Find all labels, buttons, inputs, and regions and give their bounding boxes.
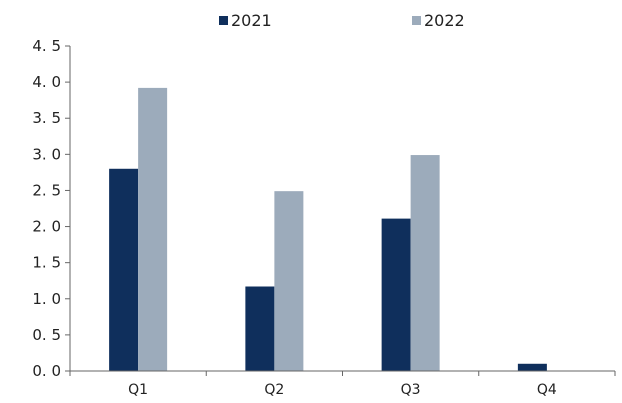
bar-2022-Q1 (138, 87, 168, 371)
x-axis: Q1 Q2 Q3 Q4 (69, 370, 616, 398)
bar-2022-Q3 (410, 155, 440, 371)
x-tick-label: Q4 (537, 382, 557, 398)
y-tick-label: 3. 5 (32, 109, 61, 127)
y-tick-label: 1. 0 (32, 290, 61, 308)
bar-2022-Q2 (274, 191, 304, 371)
x-tick-label: Q1 (128, 382, 148, 398)
x-tick-label: Q2 (264, 382, 284, 398)
legend-label-2021: 2021 (231, 11, 272, 30)
legend-swatch-2021 (219, 16, 228, 25)
bar-2021-Q2 (245, 286, 275, 371)
bars (109, 87, 547, 371)
legend-swatch-2022 (412, 16, 421, 25)
bar-2021-Q4 (517, 363, 547, 371)
y-tick-label: 4. 0 (32, 73, 61, 91)
y-tick-label: 2. 5 (32, 181, 61, 199)
legend: 2021 2022 (219, 11, 465, 30)
bar-2021-Q3 (381, 218, 411, 371)
legend-label-2022: 2022 (424, 11, 465, 30)
x-tick-label: Q3 (401, 382, 421, 398)
y-tick-label: 1. 5 (32, 254, 61, 272)
y-axis: 0. 0 0. 5 1. 0 1. 5 2. 0 2. 5 3. 0 3. 5 4. 0 4. 5 (32, 37, 71, 380)
y-tick-label: 3. 0 (32, 145, 61, 163)
y-tick-label: 4. 5 (32, 37, 61, 55)
y-tick-label: 0. 0 (32, 362, 61, 380)
y-tick-label: 2. 0 (32, 218, 61, 236)
y-tick-label: 0. 5 (32, 326, 61, 344)
bar-2021-Q1 (109, 168, 139, 371)
